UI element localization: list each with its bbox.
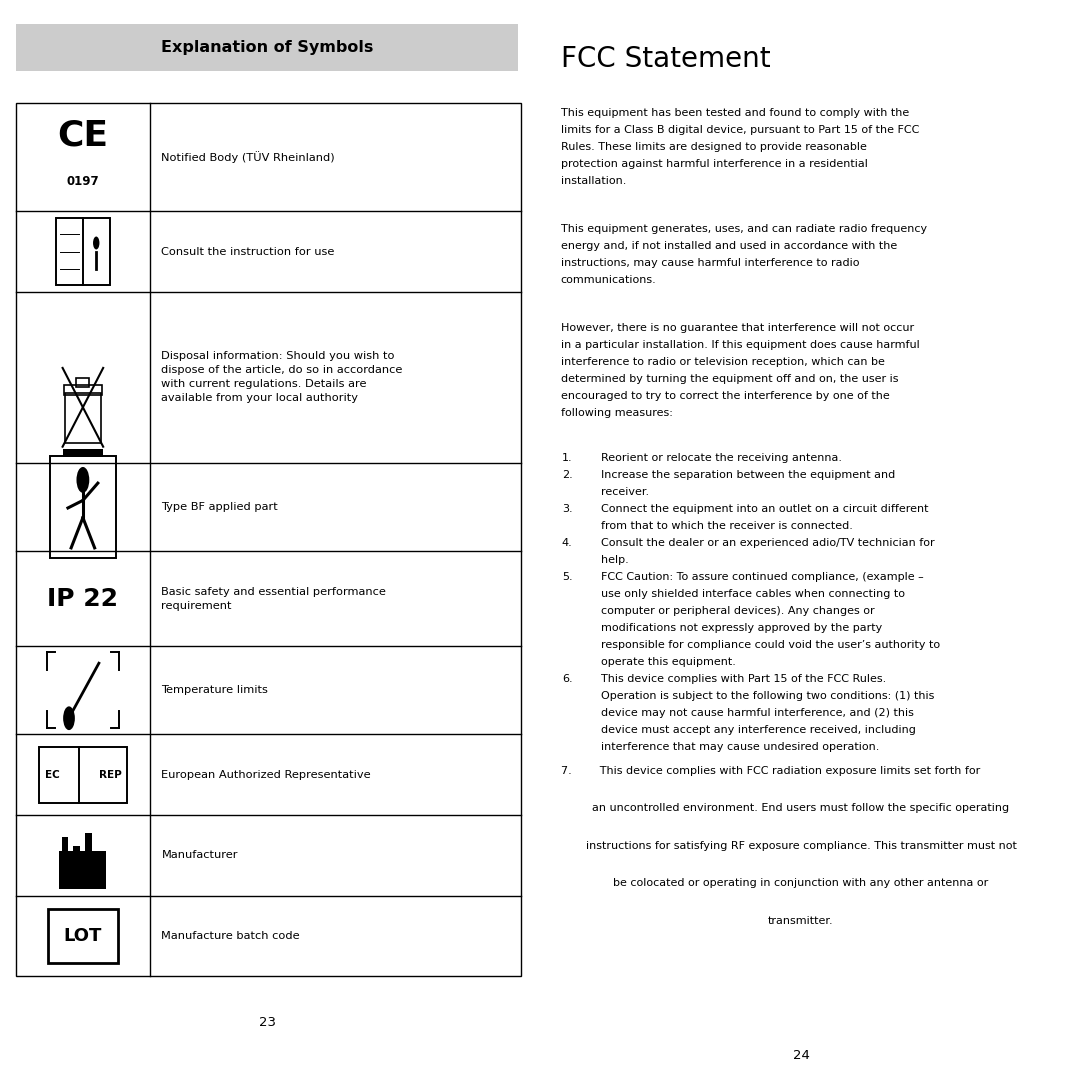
Text: help.: help. <box>600 555 628 565</box>
Text: receiver.: receiver. <box>600 487 649 496</box>
Text: device may not cause harmful interference, and (2) this: device may not cause harmful interferenc… <box>600 708 913 719</box>
Text: instructions, may cause harmful interference to radio: instructions, may cause harmful interfer… <box>561 258 859 268</box>
Text: from that to which the receiver is connected.: from that to which the receiver is conne… <box>600 521 852 531</box>
Bar <box>60 851 107 858</box>
Text: Explanation of Symbols: Explanation of Symbols <box>161 40 373 55</box>
Bar <box>85 833 92 858</box>
Text: Connect the equipment into an outlet on a circuit different: Connect the equipment into an outlet on … <box>600 504 928 514</box>
Text: be colocated or operating in conjunction with any other antenna or: be colocated or operating in conjunction… <box>613 878 989 888</box>
Circle shape <box>63 707 75 730</box>
Text: determined by turning the equipment off and on, the user is: determined by turning the equipment off … <box>561 373 898 384</box>
Bar <box>48 910 117 964</box>
Text: EC: EC <box>45 769 60 779</box>
Bar <box>38 747 127 803</box>
Text: This device complies with Part 15 of the FCC Rules.: This device complies with Part 15 of the… <box>600 674 886 684</box>
Text: computer or peripheral devices). Any changes or: computer or peripheral devices). Any cha… <box>600 606 875 616</box>
Text: responsible for compliance could void the user’s authority to: responsible for compliance could void th… <box>600 640 940 651</box>
Text: CE: CE <box>58 119 109 152</box>
Text: Basic safety and essential performance
requirement: Basic safety and essential performance r… <box>161 587 387 611</box>
Text: interference that may cause undesired operation.: interference that may cause undesired op… <box>600 742 879 752</box>
Text: limits for a Class B digital device, pursuant to Part 15 of the FCC: limits for a Class B digital device, pur… <box>561 125 920 135</box>
Text: Notified Body (TÜV Rheinland): Notified Body (TÜV Rheinland) <box>161 151 335 163</box>
Text: FCC Caution: To assure continued compliance, (example –: FCC Caution: To assure continued complia… <box>600 572 924 582</box>
Text: 0197: 0197 <box>66 175 99 188</box>
Text: 2.: 2. <box>562 469 572 480</box>
Bar <box>60 858 107 889</box>
Text: 7.        This device complies with FCC radiation exposure limits set forth for: 7. This device complies with FCC radiati… <box>561 766 980 776</box>
Bar <box>62 836 68 858</box>
Bar <box>77 379 90 386</box>
Text: 24: 24 <box>792 1049 810 1062</box>
Text: Increase the separation between the equipment and: Increase the separation between the equi… <box>600 469 895 480</box>
Bar <box>63 449 104 457</box>
Text: 4.: 4. <box>562 537 572 548</box>
Text: following measures:: following measures: <box>561 408 673 418</box>
Text: LOT: LOT <box>64 927 103 945</box>
Bar <box>16 24 518 71</box>
Text: use only shielded interface cables when connecting to: use only shielded interface cables when … <box>600 589 905 599</box>
Text: Consult the dealer or an experienced adio/TV technician for: Consult the dealer or an experienced adi… <box>600 537 934 548</box>
Text: Type BF applied part: Type BF applied part <box>161 502 279 511</box>
Text: device must accept any interference received, including: device must accept any interference rece… <box>600 725 915 736</box>
Bar <box>64 385 103 395</box>
Text: operate this equipment.: operate this equipment. <box>600 657 736 667</box>
Bar <box>74 846 80 858</box>
Text: 23: 23 <box>258 1016 276 1029</box>
Text: Manufacturer: Manufacturer <box>161 850 238 860</box>
Text: interference to radio or television reception, which can be: interference to radio or television rece… <box>561 357 884 367</box>
Text: 6.: 6. <box>562 674 572 684</box>
Text: modifications not expressly approved by the party: modifications not expressly approved by … <box>600 623 882 633</box>
Text: Consult the instruction for use: Consult the instruction for use <box>161 247 335 257</box>
Text: an uncontrolled environment. End users must follow the specific operating: an uncontrolled environment. End users m… <box>593 803 1009 814</box>
Bar <box>57 218 110 285</box>
Text: transmitter.: transmitter. <box>768 916 834 926</box>
Text: instructions for satisfying RF exposure compliance. This transmitter must not: instructions for satisfying RF exposure … <box>585 841 1017 850</box>
Text: energy and, if not installed and used in accordance with the: energy and, if not installed and used in… <box>561 241 897 251</box>
Text: This equipment has been tested and found to comply with the: This equipment has been tested and found… <box>561 108 909 118</box>
Text: Disposal information: Should you wish to
dispose of the article, do so in accord: Disposal information: Should you wish to… <box>161 352 403 404</box>
Text: Rules. These limits are designed to provide reasonable: Rules. These limits are designed to prov… <box>561 142 866 152</box>
Text: 3.: 3. <box>562 504 572 514</box>
Text: 5.: 5. <box>562 572 572 582</box>
Text: protection against harmful interference in a residential: protection against harmful interference … <box>561 159 867 169</box>
Text: This equipment generates, uses, and can radiate radio frequency: This equipment generates, uses, and can … <box>561 223 927 234</box>
Bar <box>65 393 100 443</box>
Bar <box>16 103 521 976</box>
Text: Operation is subject to the following two conditions: (1) this: Operation is subject to the following tw… <box>600 692 934 701</box>
Text: REP: REP <box>99 769 122 779</box>
Text: However, there is no guarantee that interference will not occur: However, there is no guarantee that inte… <box>561 323 914 332</box>
Text: FCC Statement: FCC Statement <box>561 45 770 73</box>
Text: encouraged to try to correct the interference by one of the: encouraged to try to correct the interfe… <box>561 391 890 401</box>
Text: IP 22: IP 22 <box>47 587 119 611</box>
Text: 1.: 1. <box>562 452 572 463</box>
Text: Reorient or relocate the receiving antenna.: Reorient or relocate the receiving anten… <box>600 452 842 463</box>
Text: installation.: installation. <box>561 176 626 186</box>
Circle shape <box>77 467 90 493</box>
Circle shape <box>93 236 99 249</box>
Text: European Authorized Representative: European Authorized Representative <box>161 769 371 779</box>
Text: Manufacture batch code: Manufacture batch code <box>161 931 300 941</box>
Text: in a particular installation. If this equipment does cause harmful: in a particular installation. If this eq… <box>561 340 920 350</box>
Text: communications.: communications. <box>561 275 657 285</box>
Bar <box>50 456 116 558</box>
Text: Temperature limits: Temperature limits <box>161 685 268 695</box>
